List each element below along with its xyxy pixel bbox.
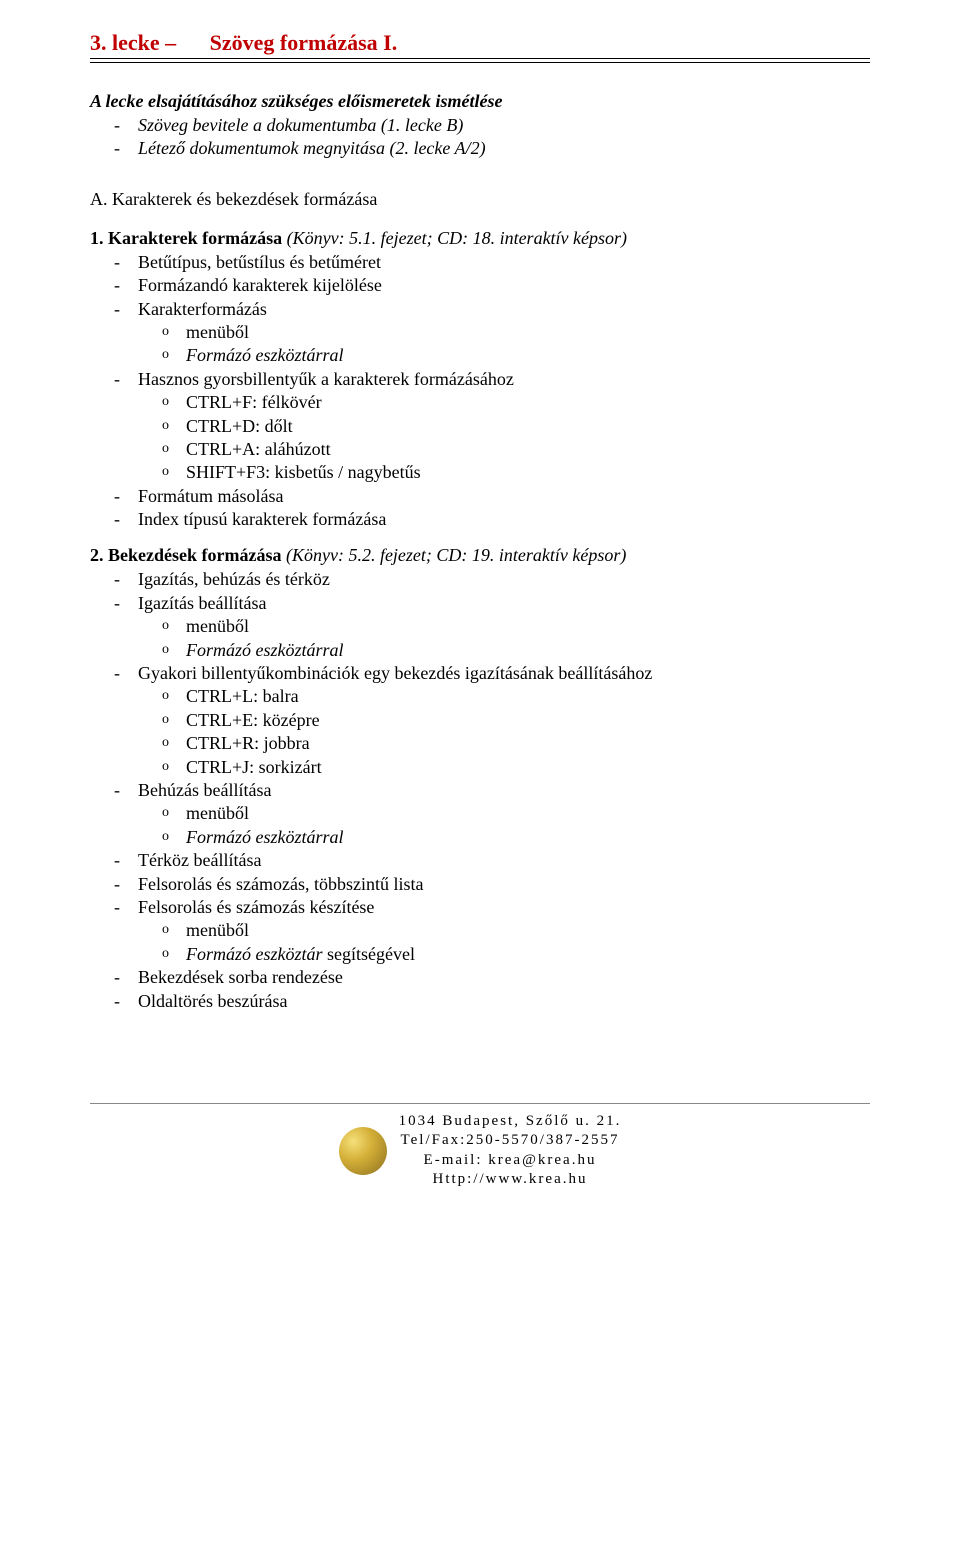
list-item: Formázó eszköztárral: [186, 639, 870, 662]
list-item: Formázó eszköztár segítségével: [186, 943, 870, 966]
footer-address: 1034 Budapest, Szőlő u. 21.: [399, 1112, 622, 1132]
lesson-title: 3. lecke – Szöveg formázása I.: [90, 30, 870, 56]
list-item: SHIFT+F3: kisbetűs / nagybetűs: [186, 461, 870, 484]
list-item: Formázandó karakterek kijelölése: [138, 274, 870, 297]
list-item: CTRL+A: aláhúzott: [186, 438, 870, 461]
list-item: CTRL+L: balra: [186, 685, 870, 708]
subsection-2-list: Igazítás, behúzás és térköz Igazítás beá…: [90, 568, 870, 1012]
list-item: CTRL+E: középre: [186, 709, 870, 732]
krea-logo-icon: [339, 1127, 387, 1175]
footer-email: E-mail: krea@krea.hu: [399, 1151, 622, 1171]
prerequisites-list: Szöveg bevitele a dokumentumba (1. lecke…: [90, 114, 870, 161]
list-item: CTRL+J: sorkizárt: [186, 756, 870, 779]
list-item: Igazítás beállítása menüből Formázó eszk…: [138, 592, 870, 662]
document-page: 3. lecke – Szöveg formázása I. A lecke e…: [0, 0, 960, 1210]
list-item: menüből: [186, 919, 870, 942]
list-item: Felsorolás és számozás készítése menüből…: [138, 896, 870, 966]
list-item: menüből: [186, 615, 870, 638]
footer-phone: Tel/Fax:250-5570/387-2557: [399, 1131, 622, 1151]
subsection-1-list: Betűtípus, betűstílus és betűméret Formá…: [90, 251, 870, 532]
list-item: CTRL+F: félkövér: [186, 391, 870, 414]
list-item: Oldaltörés beszúrása: [138, 990, 870, 1013]
list-item: menüből: [186, 802, 870, 825]
lesson-name: Szöveg formázása I.: [210, 30, 398, 55]
subsection-2-heading: 2. Bekezdések formázása (Könyv: 5.2. fej…: [90, 545, 870, 566]
list-item: menüből: [186, 321, 870, 344]
list-item: Hasznos gyorsbillentyűk a karakterek for…: [138, 368, 870, 485]
list-item: CTRL+D: dőlt: [186, 415, 870, 438]
list-item: Behúzás beállítása menüből Formázó eszkö…: [138, 779, 870, 849]
prerequisites-block: A lecke elsajátításához szükséges előism…: [90, 91, 870, 161]
list-item: Térköz beállítása: [138, 849, 870, 872]
footer-url: Http://www.krea.hu: [399, 1170, 622, 1190]
list-item: Betűtípus, betűstílus és betűméret: [138, 251, 870, 274]
subsection-1-heading: 1. Karakterek formázása (Könyv: 5.1. fej…: [90, 228, 870, 249]
lesson-number: 3. lecke –: [90, 30, 176, 55]
title-rule: [90, 58, 870, 63]
list-item: Bekezdések sorba rendezése: [138, 966, 870, 989]
list-item: Gyakori billentyűkombinációk egy bekezdé…: [138, 662, 870, 779]
list-item: Formázó eszköztárral: [186, 826, 870, 849]
list-item: Felsorolás és számozás, többszintű lista: [138, 873, 870, 896]
list-item: Formázó eszköztárral: [186, 344, 870, 367]
list-item: Létező dokumentumok megnyitása (2. lecke…: [138, 137, 870, 160]
list-item: Igazítás, behúzás és térköz: [138, 568, 870, 591]
list-item: Formátum másolása: [138, 485, 870, 508]
list-item: Index típusú karakterek formázása: [138, 508, 870, 531]
list-item: Szöveg bevitele a dokumentumba (1. lecke…: [138, 114, 870, 137]
list-item: CTRL+R: jobbra: [186, 732, 870, 755]
prerequisites-heading: A lecke elsajátításához szükséges előism…: [90, 91, 870, 112]
section-a-heading: A. Karakterek és bekezdések formázása: [90, 189, 870, 210]
page-footer: 1034 Budapest, Szőlő u. 21. Tel/Fax:250-…: [90, 1103, 870, 1190]
list-item: Karakterformázás menüből Formázó eszközt…: [138, 298, 870, 368]
